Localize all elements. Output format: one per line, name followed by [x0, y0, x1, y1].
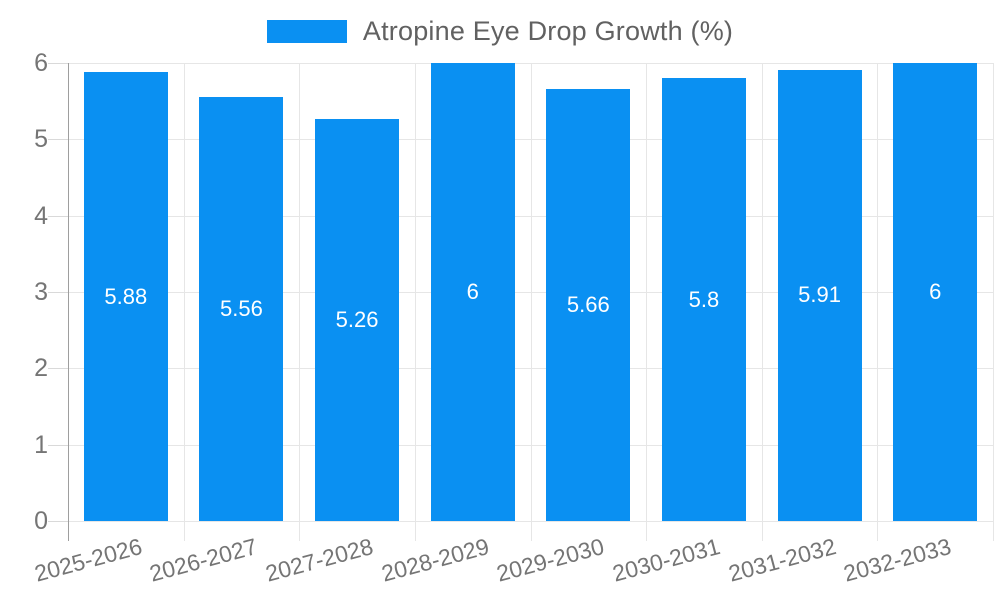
y-tick	[48, 292, 68, 293]
y-tick-label: 5	[34, 125, 48, 154]
legend: Atropine Eye Drop Growth (%)	[0, 16, 1000, 47]
bar: 5.26	[315, 119, 400, 521]
x-gridline	[183, 63, 185, 541]
bar-value-label: 5.8	[688, 286, 720, 312]
y-tick	[48, 444, 68, 446]
bar: 5.88	[83, 72, 168, 521]
y-tick	[48, 63, 68, 64]
legend-label: Atropine Eye Drop Growth (%)	[362, 16, 734, 46]
bar-value-label: 5.26	[335, 307, 379, 333]
bar: 5.66	[546, 88, 631, 521]
x-gridline	[646, 63, 648, 541]
x-tick-label: 2029-2030	[494, 533, 608, 587]
bar-value-label: 5.88	[104, 283, 148, 309]
y-tick-label: 2	[34, 354, 48, 383]
x-gridline	[993, 63, 994, 541]
y-tick-label: 4	[34, 201, 48, 230]
y-tick-label: 0	[34, 507, 48, 535]
x-gridline	[299, 63, 301, 541]
y-axis-line	[68, 63, 69, 541]
y-tick-label: 1	[34, 430, 48, 459]
x-tick-label: 2032-2033	[840, 533, 954, 587]
y-tick	[48, 368, 68, 370]
x-tick-label: 2026-2027	[147, 533, 261, 587]
bar-value-label: 5.91	[798, 282, 841, 308]
bar-value-label: 6	[466, 279, 479, 304]
bar: 5.91	[777, 69, 862, 521]
y-tick-label: 6	[34, 49, 48, 77]
x-gridline	[414, 63, 416, 541]
bar: 5.8	[661, 78, 746, 521]
x-tick-label: 2028-2029	[378, 533, 492, 587]
y-tick	[48, 139, 68, 141]
bar-value-label: 5.56	[220, 295, 263, 321]
x-gridline	[761, 63, 763, 541]
x-tick-label: 2027-2028	[262, 533, 376, 587]
legend-swatch	[266, 20, 347, 43]
x-gridline	[877, 63, 879, 541]
y-tick	[48, 215, 68, 217]
x-tick-label: 2025-2026	[31, 533, 145, 587]
x-tick-label: 2031-2032	[725, 533, 839, 587]
x-tick-label: 2030-2031	[609, 533, 723, 587]
x-gridline	[530, 63, 532, 541]
y-tick-label: 3	[34, 278, 48, 306]
bar-value-label: 6	[929, 279, 942, 304]
bar: 6	[430, 63, 515, 521]
bar: 5.56	[199, 96, 284, 521]
y-tick	[48, 521, 68, 522]
bar: 6	[893, 63, 978, 521]
bar-value-label: 5.66	[566, 291, 610, 317]
